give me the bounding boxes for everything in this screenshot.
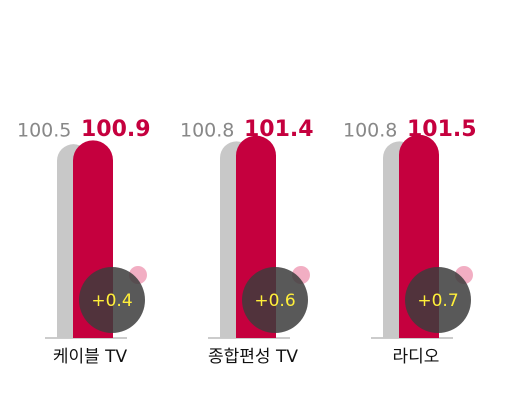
diff-circle	[79, 267, 145, 333]
diff-circle	[405, 267, 471, 333]
category-label: 케이블 TV	[53, 347, 128, 367]
diff-circle	[242, 267, 308, 333]
value-label: 101.4	[244, 117, 314, 142]
value-label: 100.9	[81, 117, 151, 142]
category-label: 종합편성 TV	[208, 347, 298, 367]
value-label: 101.5	[407, 117, 477, 142]
diff-label: +0.7	[417, 291, 458, 311]
value-label: 100.8	[343, 120, 397, 142]
value-label: 100.8	[180, 120, 234, 142]
diff-label: +0.6	[254, 291, 295, 311]
value-label: 100.5	[17, 120, 71, 142]
diff-label: +0.4	[91, 291, 132, 311]
category-label: 라디오	[393, 347, 440, 367]
